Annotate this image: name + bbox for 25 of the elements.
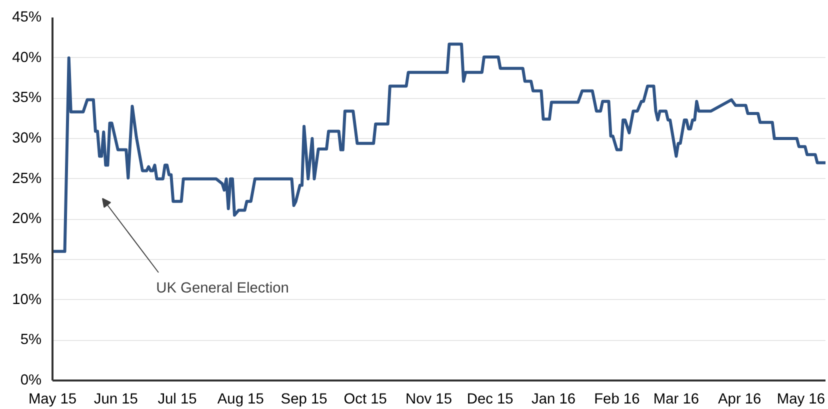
x-tick-label: Oct 15 <box>344 392 387 408</box>
y-tick-label: 45% <box>12 10 42 26</box>
x-tick-label: Aug 15 <box>217 392 264 408</box>
x-tick-label: Sep 15 <box>280 392 328 408</box>
y-tick-label: 5% <box>20 332 42 348</box>
y-tick-label: 15% <box>12 252 42 268</box>
annotation: UK General Election <box>156 280 289 296</box>
x-tick-label: Nov 15 <box>406 392 452 408</box>
y-tick-label: 0% <box>20 372 42 388</box>
x-tick-label: May 15 <box>28 392 77 408</box>
x-tick-label: Jun 15 <box>94 392 138 408</box>
y-tick-label: 30% <box>12 130 42 146</box>
x-tick-label: Jan 16 <box>532 392 576 408</box>
x-tick-label: Feb 16 <box>594 392 640 408</box>
y-tick-label: 25% <box>12 170 42 187</box>
y-tick-label: 10% <box>12 292 42 308</box>
x-tick-label: Mar 16 <box>653 392 700 408</box>
line-series <box>52 42 826 253</box>
x-tick-label: Jul 15 <box>158 392 197 408</box>
y-tick-label: 40% <box>12 50 42 66</box>
y-tick-label: 20% <box>12 211 42 228</box>
y-tick-label: 35% <box>12 90 42 106</box>
x-tick-label: Dec 15 <box>466 392 514 408</box>
x-tick-label: Apr 16 <box>718 392 762 408</box>
x-tick-label: May 16 <box>776 392 825 408</box>
